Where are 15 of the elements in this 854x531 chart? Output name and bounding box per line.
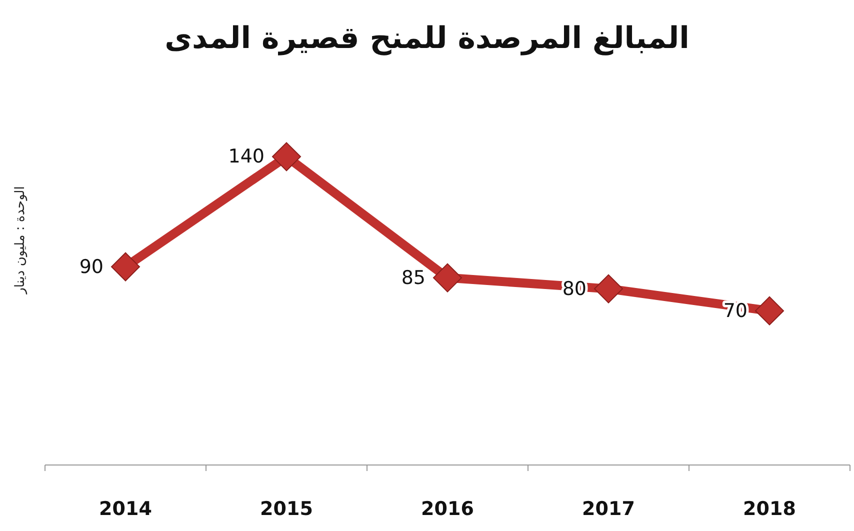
x-tick-label: 2018 <box>743 498 796 520</box>
point <box>111 252 140 282</box>
x-tick-label: 2016 <box>421 498 474 520</box>
data-label: 90 <box>79 256 104 278</box>
point <box>755 296 784 326</box>
x-tick-label: 2014 <box>99 498 152 520</box>
x-tick-label: 2015 <box>260 498 313 520</box>
point <box>594 274 623 304</box>
data-label: 140 <box>228 146 264 168</box>
point <box>433 263 462 292</box>
point <box>272 142 301 172</box>
x-tick-label: 2017 <box>582 498 635 520</box>
y-axis-title: الوحدة : مليون دينار <box>13 186 28 295</box>
data-label: 85 <box>401 266 426 289</box>
chart-title: المبالغ المرصدة للمنح قصيرة المدى <box>164 21 690 56</box>
